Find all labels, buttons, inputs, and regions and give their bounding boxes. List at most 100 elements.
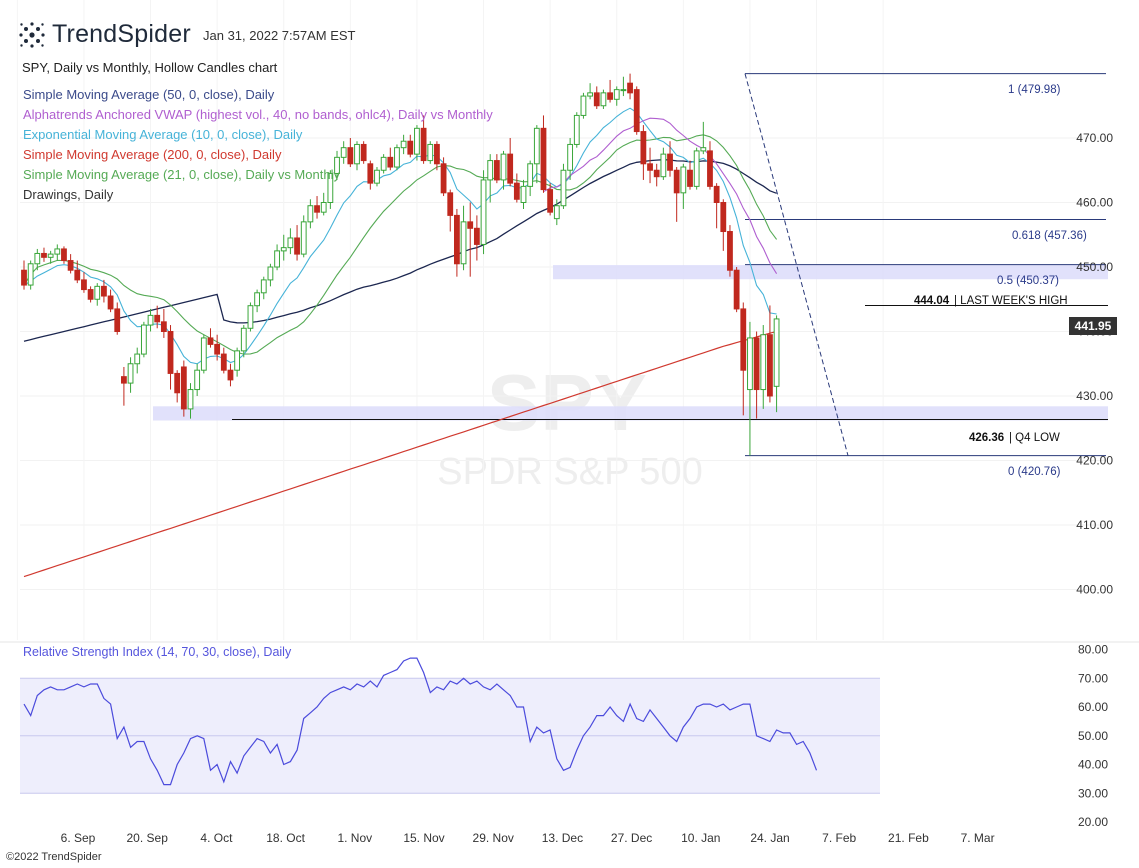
candle-body [87,289,94,300]
candle [347,138,354,168]
candle [567,138,574,180]
candle-body [600,92,607,107]
candle [354,141,360,171]
candle-body [454,214,460,265]
price-tick-label: 430.00 [1076,389,1113,403]
candle [434,141,440,171]
candle-body [81,279,87,291]
candle-body [587,92,594,97]
candle [227,363,234,387]
legend-sma200: Simple Moving Average (200, 0, close), D… [23,147,282,162]
candle [633,86,640,135]
x-tick-label: 21. Feb [888,831,929,845]
candle-body [21,269,27,286]
candle [167,325,174,390]
candle-body [167,331,174,374]
week-high-value: 444.04 [914,295,950,307]
candle [267,263,274,287]
candle-body [713,185,720,203]
candle [467,202,474,277]
candle-body [41,252,47,258]
candle-body [240,327,247,352]
candle [54,244,61,261]
candle-body [647,163,653,171]
candle-body [121,376,127,384]
candle-body [680,166,687,194]
candle-body [380,156,387,171]
candle [507,138,514,187]
candle-body [700,147,707,152]
candle [767,305,773,403]
candle-body [207,337,214,345]
candle-body [673,169,680,194]
candle-body [527,163,534,187]
candle [693,147,700,190]
candle [580,92,587,119]
candle-body [287,237,294,249]
candle [134,347,141,374]
candle-body [560,169,567,207]
candle-body [340,147,347,158]
legend-ema10: Exponential Moving Average (10, 0, close… [23,127,303,142]
price-tick-label: 420.00 [1076,454,1113,468]
rsi-tick-label: 20.00 [1078,815,1108,829]
candle [394,144,400,171]
candle-body [74,269,81,281]
candle [733,267,740,313]
legend-drawings: Drawings, Daily [23,187,114,202]
candle [247,302,254,332]
candle [387,147,394,171]
candle [420,115,427,164]
candle [667,141,673,177]
candle [207,328,214,348]
candle-body [160,321,167,333]
candle [274,244,280,271]
candle-body [307,205,314,223]
candle-body [553,205,560,220]
candle [520,179,527,209]
candle-body [320,202,327,213]
candle-body [420,127,427,162]
candle [620,76,627,97]
candle [174,370,181,403]
candle-body [740,308,747,371]
candle [613,86,620,106]
candle-body [467,221,474,229]
support-zone-450 [553,265,1108,280]
candle-body [660,153,667,178]
watermark-symbol: SPY [487,358,647,447]
brand-name: TrendSpider [52,20,191,48]
candle-body [707,150,713,187]
candle [154,305,161,329]
candle [600,89,607,109]
candle [607,79,613,103]
candle [240,325,247,358]
candle-body [101,285,107,297]
candle [587,83,594,100]
candle [214,334,221,361]
candle [254,289,260,313]
candle [127,357,134,393]
price-tick-label: 450.00 [1076,260,1113,274]
indicator-legend: Simple Moving Average (50, 0, close), Da… [23,85,493,205]
candle [547,183,554,216]
candle [67,254,74,274]
candle-body [140,324,147,355]
candle-body [573,114,580,145]
candle-body [134,353,141,365]
price-tick-label: 410.00 [1076,518,1113,532]
candle [400,134,407,155]
legend-sma21: Simple Moving Average (21, 0, close), Da… [23,167,340,182]
candle [473,215,480,261]
candle-body [580,95,587,116]
candle-body [347,147,354,165]
rsi-tick-label: 30.00 [1078,786,1108,800]
candle-body [220,353,227,371]
q4-low-label: | Q4 LOW [1009,432,1060,444]
candle [260,276,267,300]
candle [360,141,367,164]
candle-body [500,153,507,181]
candle-body [753,337,760,391]
candle [294,225,300,261]
candle [34,248,41,271]
